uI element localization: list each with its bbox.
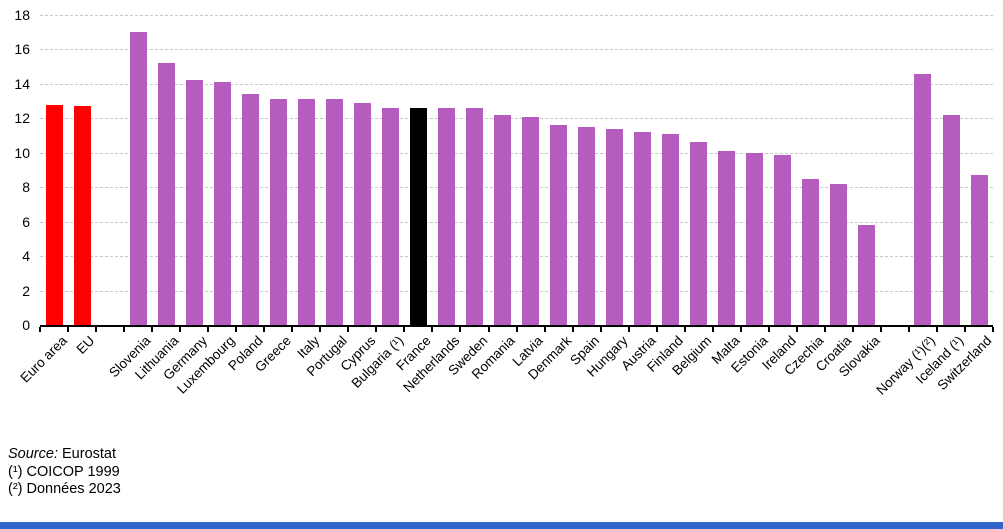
- bar-slovenia: [130, 32, 147, 325]
- x-axis-tick: [628, 327, 630, 332]
- x-axis-tick: [852, 327, 854, 332]
- x-axis-tick: [263, 327, 265, 332]
- bar-bulgaria: [382, 108, 399, 325]
- y-tick-label-12: 12: [0, 110, 30, 126]
- x-axis-tick: [39, 327, 41, 332]
- x-axis-tick: [207, 327, 209, 332]
- y-tick-label-10: 10: [0, 145, 30, 161]
- footnote-2: (²) Données 2023: [8, 481, 121, 499]
- y-tick-label-4: 4: [0, 248, 30, 264]
- bar-poland: [242, 94, 259, 325]
- x-axis-tick: [768, 327, 770, 332]
- bar-latvia: [522, 117, 539, 325]
- x-axis-tick: [347, 327, 349, 332]
- gridline-4: [40, 256, 993, 257]
- gridline-10: [40, 153, 993, 154]
- x-axis-tick: [684, 327, 686, 332]
- y-tick-label-6: 6: [0, 214, 30, 230]
- y-tick-label-18: 18: [0, 7, 30, 23]
- bar-sweden: [466, 108, 483, 325]
- bar-iceland: [943, 115, 960, 325]
- bar-norway: [914, 74, 931, 325]
- bar-estonia: [746, 153, 763, 325]
- gridline-18: [40, 15, 993, 16]
- y-tick-label-2: 2: [0, 283, 30, 299]
- source-line: Source: Eurostat: [8, 446, 121, 464]
- bar-lithuania: [158, 63, 175, 325]
- gridline-8: [40, 187, 993, 188]
- gridline-12: [40, 118, 993, 119]
- source-label: Source:: [8, 446, 58, 462]
- x-axis-tick: [291, 327, 293, 332]
- x-axis-tick: [319, 327, 321, 332]
- x-axis-tick: [179, 327, 181, 332]
- gridline-6: [40, 222, 993, 223]
- x-axis-tick: [67, 327, 69, 332]
- x-axis-tick: [488, 327, 490, 332]
- bar-netherlands: [438, 108, 455, 325]
- gridline-16: [40, 49, 993, 50]
- gridline-14: [40, 84, 993, 85]
- bar-eu: [74, 106, 91, 325]
- bar-malta: [718, 151, 735, 325]
- x-axis-tick: [459, 327, 461, 332]
- x-label-euro-area: Euro area: [17, 333, 70, 386]
- bar-hungary: [606, 129, 623, 325]
- y-tick-label-14: 14: [0, 76, 30, 92]
- bar-spain: [578, 127, 595, 325]
- chart-footnotes: Source: Eurostat (¹) COICOP 1999 (²) Don…: [8, 446, 121, 499]
- x-axis-tick: [740, 327, 742, 332]
- x-axis-tick: [908, 327, 910, 332]
- x-axis-tick: [880, 327, 882, 332]
- bar-belgium: [690, 142, 707, 325]
- x-label-eu: EU: [74, 333, 98, 357]
- bar-czechia: [802, 179, 819, 325]
- x-axis-tick: [936, 327, 938, 332]
- x-axis-tick: [123, 327, 125, 332]
- x-axis-tick: [712, 327, 714, 332]
- x-axis-tick: [235, 327, 237, 332]
- bar-croatia: [830, 184, 847, 325]
- bar-france: [410, 108, 427, 325]
- x-axis-tick: [403, 327, 405, 332]
- y-tick-label-0: 0: [0, 317, 30, 333]
- x-axis-tick: [992, 327, 994, 332]
- bar-ireland: [774, 155, 791, 326]
- x-axis-tick: [544, 327, 546, 332]
- plot-area: 0 2 4 6 8 10 12 14 16 18: [0, 0, 1003, 340]
- x-axis-tick: [824, 327, 826, 332]
- x-axis-tick: [964, 327, 966, 332]
- bar-finland: [662, 134, 679, 325]
- x-axis-tick: [516, 327, 518, 332]
- x-axis-tick: [375, 327, 377, 332]
- bar-denmark: [550, 125, 567, 325]
- bar-euro-area: [46, 105, 63, 325]
- footnote-1: (¹) COICOP 1999: [8, 464, 121, 482]
- bar-italy: [298, 99, 315, 325]
- x-axis-tick: [95, 327, 97, 332]
- bar-chart-figure: 0 2 4 6 8 10 12 14 16 18 Euro areaEUSloveniaLithu…: [0, 0, 1003, 529]
- bar-portugal: [326, 99, 343, 325]
- y-tick-label-8: 8: [0, 179, 30, 195]
- x-axis-tick: [600, 327, 602, 332]
- x-axis-tick: [572, 327, 574, 332]
- x-axis-labels: Euro areaEUSloveniaLithuaniaGermanyLuxem…: [0, 333, 1003, 448]
- bar-greece: [270, 99, 287, 325]
- x-axis-tick: [431, 327, 433, 332]
- y-tick-label-16: 16: [0, 41, 30, 57]
- bar-romania: [494, 115, 511, 325]
- bar-switzerland: [971, 175, 988, 325]
- source-value: Eurostat: [58, 446, 116, 462]
- bar-germany: [186, 80, 203, 325]
- bar-slovakia: [858, 225, 875, 325]
- bottom-accent-bar: [0, 522, 1003, 529]
- x-axis-tick: [796, 327, 798, 332]
- bar-austria: [634, 132, 651, 325]
- gridline-2: [40, 291, 993, 292]
- x-axis-tick: [151, 327, 153, 332]
- x-axis-tick: [656, 327, 658, 332]
- bar-luxembourg: [214, 82, 231, 325]
- bar-cyprus: [354, 103, 371, 325]
